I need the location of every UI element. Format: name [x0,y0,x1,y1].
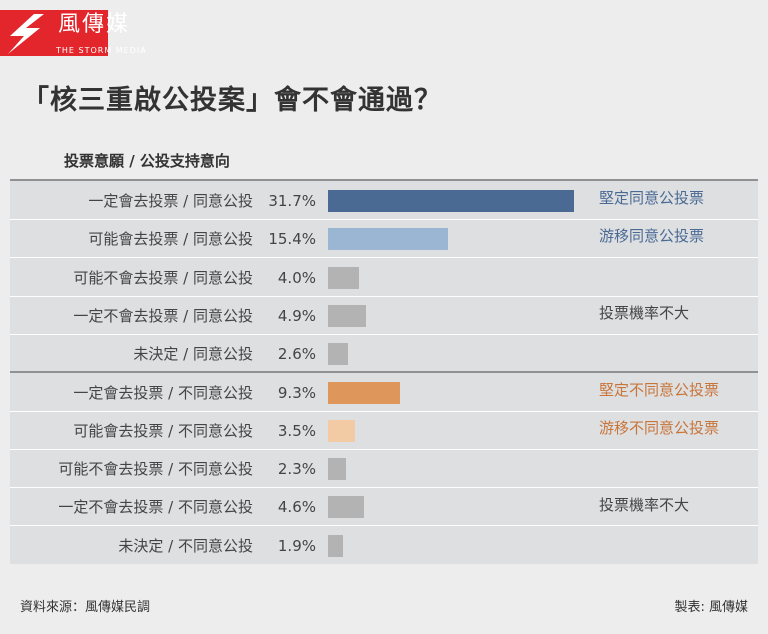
annotation-label: 游移不同意公投票 [599,418,720,437]
row-divider [10,295,758,297]
value-label: 3.5% [277,421,316,440]
category-label: 一定不會去投票 / 同意公投 [73,306,253,325]
category-label: 可能不會去投票 / 不同意公投 [58,460,253,479]
chart-row: 可能不會去投票 / 不同意公投 2.3% [10,450,758,489]
value-label: 2.6% [277,345,316,364]
value-label: 4.9% [277,306,316,325]
chart-row: 一定不會去投票 / 同意公投 4.9% [10,297,758,335]
value-label: 9.3% [277,383,316,402]
category-label: 一定會去投票 / 不同意公投 [73,383,253,402]
logo-name-en: THE STORM MEDIA [56,46,147,55]
row-divider [10,219,758,220]
bar [328,304,367,327]
annotation-label: 投票機率不大 [599,495,690,514]
chart-row: 可能不會去投票 / 同意公投 4.0% [10,259,758,297]
source-note: 資料來源：風傳媒民調 [20,600,151,615]
annotation-label: 堅定同意公投票 [599,189,705,208]
bar [328,458,346,481]
chart-row: 可能會去投票 / 同意公投 15.4% [10,220,758,259]
bar [328,381,401,404]
row-divider [10,525,758,527]
chart-row: 可能會去投票 / 不同意公投 3.5% [10,412,758,450]
category-label: 可能會去投票 / 不同意公投 [73,421,253,440]
value-label: 4.6% [277,498,316,517]
category-label: 可能不會去投票 / 同意公投 [73,268,253,287]
row-divider [10,257,758,259]
value-label: 2.3% [277,460,316,479]
annotation-label: 投票機率不大 [599,304,690,323]
annotation-label: 堅定不同意公投票 [599,380,720,399]
category-label: 可能會去投票 / 同意公投 [88,230,253,249]
bar [328,190,574,212]
logo: 風傳媒 THE STORM MEDIA [0,10,150,60]
category-label: 未決定 / 不同意公投 [118,536,253,555]
chart-title: 「核三重啟公投案」會不會通過？ [22,85,442,116]
bar [328,496,364,519]
bar [328,343,349,366]
bar [328,228,448,251]
value-label: 15.4% [268,230,316,249]
value-label: 1.9% [277,536,316,555]
row-divider [10,487,758,489]
group-disagree: 一定會去投票 / 不同意公投 9.3% 可能會去投票 / 不同意公投 3.5% 可能不會… [10,370,758,565]
group-agree: 一定會去投票 / 同意公投 31.7% 可能會去投票 / 同意公投 15.4% 可能不會… [10,179,758,373]
chart-row: 一定不會去投票 / 不同意公投 4.6% [10,488,758,527]
value-label: 4.0% [277,268,316,287]
chart-row: 未決定 / 不同意公投 1.9% [10,527,758,565]
lightning-bolt-icon [8,14,44,54]
credit-note: 製表: 風傳媒 [674,600,748,615]
value-label: 31.7% [268,192,316,210]
row-divider [10,448,758,450]
logo-name: 風傳媒 [58,12,131,37]
bar [328,266,360,289]
chart-row: 一定會去投票 / 同意公投 31.7% [10,182,758,220]
chart-row: 未決定 / 同意公投 2.6% [10,335,758,373]
bar [328,534,343,557]
column-header: 投票意願 / 公投支持意向 [64,152,230,170]
annotation-label: 游移同意公投票 [599,227,705,246]
category-label: 未決定 / 同意公投 [133,345,253,364]
row-divider [10,333,758,335]
category-label: 一定不會去投票 / 不同意公投 [58,498,253,517]
row-divider [10,410,758,412]
chart-row: 一定會去投票 / 不同意公投 9.3% [10,374,758,412]
category-label: 一定會去投票 / 同意公投 [88,192,253,210]
chart-panel: 一定會去投票 / 同意公投 31.7% 可能會去投票 / 同意公投 15.4% 可能不會… [10,179,758,571]
bar [328,419,356,442]
